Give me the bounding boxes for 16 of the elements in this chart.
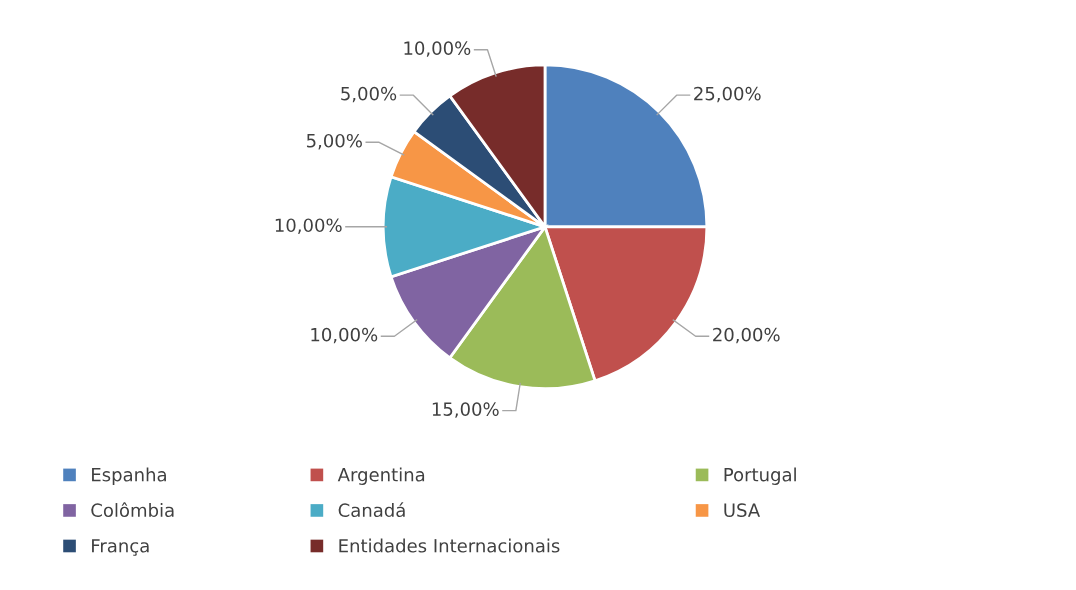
data-label: 20,00%	[713, 327, 780, 344]
data-label: 5,00%	[306, 133, 362, 150]
legend-label: USA	[724, 503, 761, 518]
legend-label: Colômbia	[91, 502, 174, 518]
data-label: 10,00%	[311, 327, 378, 344]
legend-label: Canadá	[338, 502, 405, 518]
data-label: 10,00%	[404, 41, 471, 57]
data-label: 25,00%	[694, 86, 761, 103]
data-label: 15,00%	[432, 402, 499, 418]
legend-label: Argentina	[337, 467, 425, 485]
data-label: 5,00%	[341, 86, 397, 103]
legend-label: Portugal	[724, 467, 796, 485]
legend-label: Entidades Internacionais	[339, 538, 560, 553]
legend-label: França	[92, 539, 149, 556]
data-label: 10,00%	[275, 218, 342, 234]
legend-label: Espanha	[92, 467, 166, 485]
